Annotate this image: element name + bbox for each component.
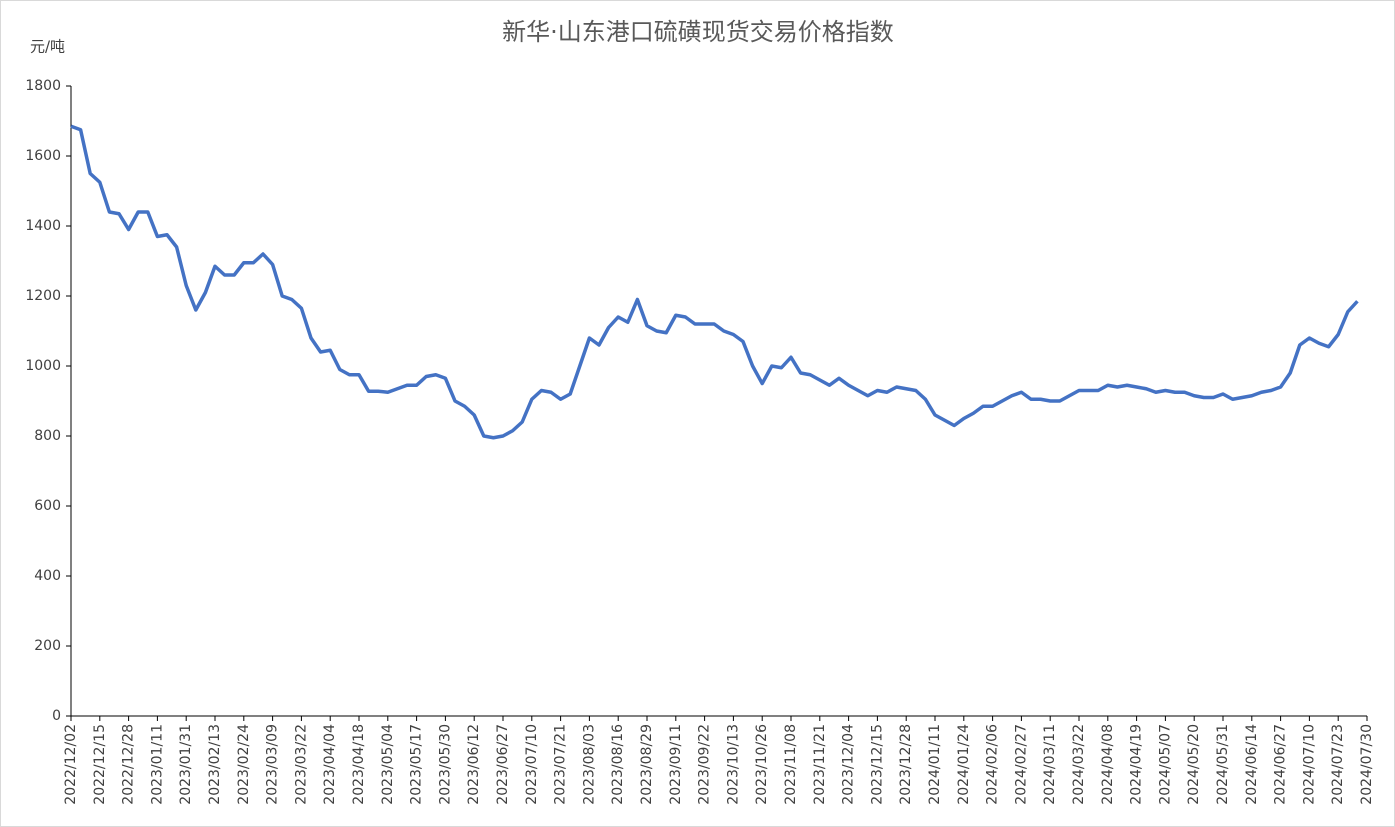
y-tick-label: 800: [34, 428, 61, 444]
x-tick-label: 2023/05/30: [437, 724, 453, 805]
x-tick-label: 2024/07/23: [1330, 724, 1346, 805]
x-tick-label: 2023/01/31: [178, 724, 194, 805]
x-tick-label: 2024/01/24: [956, 724, 972, 805]
x-tick-label: 2024/01/11: [927, 724, 943, 805]
x-tick-label: 2024/04/19: [1129, 724, 1145, 805]
x-tick-label: 2023/08/03: [581, 724, 597, 805]
x-tick-label: 2023/02/24: [236, 724, 252, 805]
x-tick-label: 2023/01/11: [149, 724, 165, 805]
x-tick-label: 2024/03/11: [1042, 724, 1058, 805]
x-tick-label: 2023/04/18: [351, 724, 367, 805]
x-tick-label: 2022/12/02: [63, 724, 79, 805]
y-tick-label: 1800: [25, 78, 61, 94]
y-axis-label: 元/吨: [30, 38, 65, 56]
x-tick-label: 2024/06/14: [1244, 724, 1260, 805]
x-tick-label: 2023/10/26: [754, 724, 770, 805]
x-tick-label: 2023/12/28: [898, 724, 914, 805]
x-tick-label: 2023/03/09: [265, 724, 281, 805]
x-tick-label: 2023/08/29: [639, 724, 655, 805]
x-tick-label: 2022/12/28: [121, 724, 137, 805]
y-tick-label: 0: [52, 708, 61, 724]
x-tick-label: 2023/06/12: [466, 724, 482, 805]
x-tick-label: 2023/03/22: [293, 724, 309, 805]
x-tick-label: 2023/10/13: [725, 724, 741, 805]
chart-title: 新华·山东港口硫磺现货交易价格指数: [502, 18, 894, 46]
x-tick-label: 2023/12/04: [841, 724, 857, 805]
x-tick-label: 2023/07/21: [553, 724, 569, 805]
x-tick-label: 2024/05/07: [1157, 724, 1173, 805]
y-tick-label: 1000: [25, 358, 61, 374]
x-tick-label: 2022/12/15: [92, 724, 108, 805]
data-line: [70, 124, 1359, 440]
y-tick-label: 200: [34, 638, 61, 654]
y-tick-label: 1200: [25, 288, 61, 304]
x-tick-label: 2024/07/10: [1301, 724, 1317, 805]
y-tick-label: 1600: [25, 148, 61, 164]
y-tick-label: 400: [34, 568, 61, 584]
x-tick-label: 2024/04/08: [1100, 724, 1116, 805]
x-tick-label: 2024/07/30: [1359, 724, 1375, 805]
x-tick-label: 2023/04/04: [322, 724, 338, 805]
y-tick-label: 1400: [25, 218, 61, 234]
x-tick-label: 2023/07/10: [524, 724, 540, 805]
x-tick-label: 2023/09/22: [697, 724, 713, 805]
y-tick-label: 600: [34, 498, 61, 514]
x-tick-label: 2023/05/04: [380, 724, 396, 805]
x-tick-label: 2023/09/11: [668, 724, 684, 805]
x-tick-label: 2023/08/16: [610, 724, 626, 805]
x-tick-label: 2024/05/20: [1186, 724, 1202, 805]
x-tick-label: 2024/06/27: [1273, 724, 1289, 805]
x-tick-label: 2024/03/22: [1071, 724, 1087, 805]
x-tick-label: 2023/11/08: [783, 724, 799, 805]
x-tick-label: 2023/11/21: [812, 724, 828, 805]
x-tick-label: 2023/02/13: [207, 724, 223, 805]
x-tick-label: 2023/05/17: [409, 724, 425, 805]
x-tick-label: 2024/02/27: [1013, 724, 1029, 805]
x-tick-label: 2023/06/27: [495, 724, 511, 805]
x-tick-label: 2023/12/15: [869, 724, 885, 805]
x-tick-label: 2024/02/06: [985, 724, 1001, 805]
x-tick-label: 2024/05/31: [1215, 724, 1231, 805]
